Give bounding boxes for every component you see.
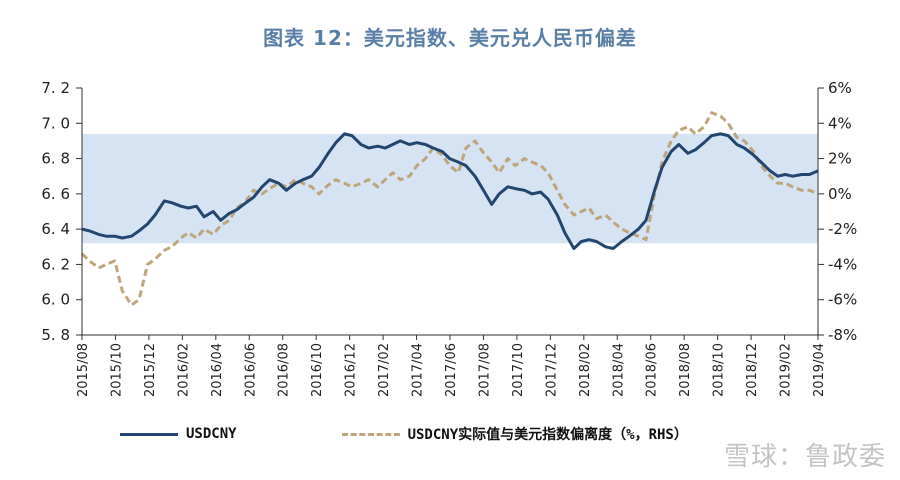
left-tick-label: 6. 2 xyxy=(41,255,70,273)
legend-label-usdcny: USDCNY xyxy=(186,426,237,442)
legend-item-usdcny: USDCNY xyxy=(120,426,237,442)
x-tick-label: 2017/12 xyxy=(544,343,559,397)
chart-title: 图表 12：美元指数、美元兑人民币偏差 xyxy=(263,26,637,50)
x-tick-label: 2019/02 xyxy=(779,343,794,397)
legend-label-deviation: USDCNY实际值与美元指数偏离度（%，RHS） xyxy=(407,427,688,443)
right-tick-label: -2% xyxy=(828,220,857,238)
left-tick-label: 6. 0 xyxy=(41,291,70,309)
right-tick-label: 2% xyxy=(828,150,852,168)
right-tick-label: -4% xyxy=(828,255,857,273)
x-tick-label: 2016/06 xyxy=(243,343,258,397)
shaded-band xyxy=(82,133,818,244)
watermark: 雪球：鲁政委 xyxy=(723,442,886,472)
right-tick-label: -6% xyxy=(828,291,857,309)
left-tick-label: 5. 8 xyxy=(41,326,70,344)
left-axis-ticks: 7. 2 7. 0 6. 8 6. 6 6. 4 6. 2 6. 0 5. 8 xyxy=(41,79,82,344)
left-tick-label: 6. 6 xyxy=(41,185,70,203)
x-tick-label: 2019/04 xyxy=(812,343,827,397)
x-tick-label: 2015/10 xyxy=(109,343,124,397)
x-tick-label: 2016/10 xyxy=(310,343,325,397)
legend-swatch-dashed xyxy=(341,432,400,436)
x-tick-label: 2015/08 xyxy=(76,343,91,397)
x-tick-label: 2017/02 xyxy=(377,343,392,397)
x-tick-label: 2018/08 xyxy=(678,343,693,397)
x-tick-label: 2015/12 xyxy=(143,343,158,397)
right-tick-label: -8% xyxy=(828,326,857,344)
x-axis-ticks: 2015/08 2015/10 2015/12 2016/02 2016/04 2016/… xyxy=(76,335,827,397)
x-tick-label: 2017/06 xyxy=(444,343,459,397)
left-tick-label: 7. 0 xyxy=(41,114,70,132)
left-tick-label: 6. 4 xyxy=(41,220,70,238)
left-tick-label: 7. 2 xyxy=(41,79,70,97)
x-tick-label: 2018/04 xyxy=(611,343,626,397)
right-axis-ticks: 6% 4% 2% 0% -2% -4% -6% -8% xyxy=(818,79,857,344)
x-tick-label: 2016/08 xyxy=(277,343,292,397)
legend: USDCNY USDCNY实际值与美元指数偏离度（%，RHS） xyxy=(120,422,793,446)
right-tick-label: 0% xyxy=(828,185,852,203)
x-tick-label: 2018/12 xyxy=(745,343,760,397)
x-tick-label: 2016/04 xyxy=(210,343,225,397)
x-tick-label: 2016/12 xyxy=(344,343,359,397)
right-tick-label: 4% xyxy=(828,114,852,132)
x-tick-label: 2018/10 xyxy=(712,343,727,397)
x-tick-label: 2016/02 xyxy=(176,343,191,397)
x-tick-label: 2018/02 xyxy=(578,343,593,397)
x-tick-label: 2017/10 xyxy=(511,343,526,397)
axes xyxy=(81,88,819,336)
x-tick-label: 2018/06 xyxy=(645,343,660,397)
series-usdcny-line xyxy=(81,132,819,250)
x-tick-label: 2017/04 xyxy=(411,343,426,397)
legend-swatch-solid xyxy=(120,432,178,436)
left-tick-label: 6. 8 xyxy=(41,150,70,168)
x-tick-label: 2017/08 xyxy=(477,343,492,397)
legend-item-deviation: USDCNY实际值与美元指数偏离度（%，RHS） xyxy=(341,424,688,444)
right-tick-label: 6% xyxy=(828,79,852,97)
